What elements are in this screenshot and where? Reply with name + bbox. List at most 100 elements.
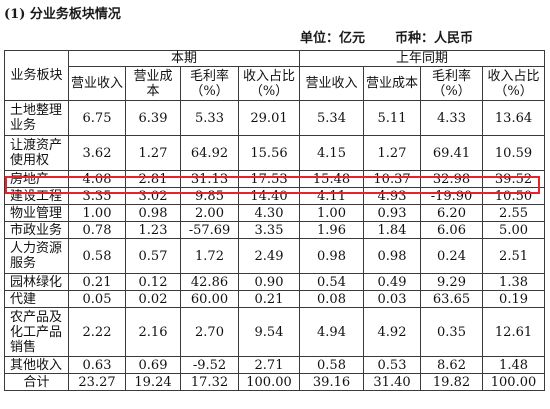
cell: 0.08 (299, 290, 365, 308)
cell: 0.93 (363, 204, 422, 222)
segment-name: 物业管理 (4, 204, 69, 222)
cell: 1.27 (125, 135, 181, 171)
segment-name: 建设工程 (4, 187, 69, 205)
cell: 5.00 (482, 221, 546, 239)
segment-name: 人力资源服务 (4, 238, 69, 274)
cell: 1.96 (299, 221, 365, 239)
cell: 2.55 (482, 204, 546, 222)
col-header-cost: 营业成本 (125, 66, 181, 101)
cell: 0.19 (482, 290, 546, 308)
table-row: 物业管理 1.00 0.98 2.00 4.30 1.00 0.93 6.20 … (4, 204, 546, 222)
cell: 10.50 (482, 187, 546, 205)
cell: 15.48 (299, 170, 365, 188)
cell: 23.27 (68, 373, 126, 391)
col-header-revenue: 营业收入 (299, 66, 365, 101)
cell: 0.24 (420, 238, 484, 274)
cell: 60.00 (180, 290, 239, 308)
col-header-margin: 毛利率（%） (180, 66, 239, 101)
cell: 39.16 (299, 373, 365, 391)
table-row: 园林绿化 0.21 0.12 42.86 0.90 0.54 0.49 9.29… (4, 273, 546, 291)
cell: 6.75 (68, 100, 126, 136)
cell: 0.05 (68, 290, 126, 308)
cell: 4.08 (68, 170, 126, 188)
segment-name: 市政业务 (4, 221, 69, 239)
cell: 13.64 (482, 100, 546, 136)
table-row: 市政业务 0.78 1.23 -57.69 3.35 1.96 1.84 6.0… (4, 221, 546, 239)
cell: 31.13 (180, 170, 239, 188)
cell: 0.54 (299, 273, 365, 291)
cell: 32.98 (420, 170, 484, 188)
cell: 4.92 (363, 307, 422, 357)
cell: 42.86 (180, 273, 239, 291)
cell: 1.00 (299, 204, 365, 222)
segment-name: 其他收入 (4, 356, 69, 374)
cell: 0.58 (299, 356, 365, 374)
cell: 1.27 (363, 135, 422, 171)
cell: 0.98 (299, 238, 365, 274)
cell: 4.33 (420, 100, 484, 136)
cell: -9.52 (180, 356, 239, 374)
segment-name: 让渡资产使用权 (4, 135, 69, 171)
unit-label: 单位：亿元 (300, 31, 366, 46)
cell: 5.11 (363, 100, 422, 136)
cell: 2.22 (68, 307, 126, 357)
cell: 4.11 (299, 187, 365, 205)
cell: 0.12 (125, 273, 181, 291)
cell: 0.57 (125, 238, 181, 274)
cell: 3.62 (68, 135, 126, 171)
cell: 1.38 (482, 273, 546, 291)
cell: 0.21 (237, 290, 301, 308)
section-heading: (1) 分业务板块情况 (4, 7, 121, 22)
cell: 2.71 (237, 356, 301, 374)
cell: -19.90 (420, 187, 484, 205)
cell: 0.58 (68, 238, 126, 274)
cell: 1.84 (363, 221, 422, 239)
unit-line: 单位：亿元 币种：人民币 (300, 27, 540, 46)
cell: 69.41 (420, 135, 484, 171)
col-header-margin: 毛利率（%） (420, 66, 484, 101)
segment-name: 房地产 (4, 170, 69, 188)
table-row: 建设工程 3.35 3.02 9.85 14.40 4.11 4.93 -19.… (4, 187, 546, 205)
cell: 4.15 (299, 135, 365, 171)
cell: 64.92 (180, 135, 239, 171)
cell: 1.48 (482, 356, 546, 374)
cell: 1.23 (125, 221, 181, 239)
cell: 1.72 (180, 238, 239, 274)
table-row: 代建 0.05 0.02 60.00 0.21 0.08 0.03 63.65 … (4, 290, 546, 308)
table-row: 其他收入 0.63 0.69 -9.52 2.71 0.58 0.53 8.62… (4, 356, 546, 374)
cell: 17.32 (180, 373, 239, 391)
cell: 14.40 (237, 187, 301, 205)
cell: 2.81 (125, 170, 181, 188)
cell: 100.00 (237, 373, 301, 391)
cell: 0.35 (420, 307, 484, 357)
segment-name: 合计 (4, 373, 69, 391)
segment-name: 代建 (4, 290, 69, 308)
currency-label: 币种：人民币 (395, 31, 474, 46)
cell: 2.51 (482, 238, 546, 274)
cell: 29.01 (237, 100, 301, 136)
table-row: 人力资源服务 0.58 0.57 1.72 2.49 0.98 0.98 0.2… (4, 238, 546, 274)
cell: 63.65 (420, 290, 484, 308)
col-header-segment: 业务板块 (4, 50, 69, 101)
cell: 9.29 (420, 273, 484, 291)
col-header-share: 收入占比（%） (237, 66, 301, 101)
cell: 15.56 (237, 135, 301, 171)
cell: 6.39 (125, 100, 181, 136)
cell: 5.34 (299, 100, 365, 136)
segment-name: 土地整理业务 (4, 100, 69, 136)
cell: 0.90 (237, 273, 301, 291)
cell: 31.40 (363, 373, 422, 391)
col-header-revenue: 营业收入 (68, 66, 126, 101)
cell: 0.98 (363, 238, 422, 274)
cell: 0.78 (68, 221, 126, 239)
cell: 6.20 (420, 204, 484, 222)
cell: 8.62 (420, 356, 484, 374)
cell: 0.49 (363, 273, 422, 291)
col-header-prior: 上年同期 (299, 50, 546, 67)
cell: 5.33 (180, 100, 239, 136)
cell: 4.94 (299, 307, 365, 357)
cell: 19.82 (420, 373, 484, 391)
cell: 0.03 (363, 290, 422, 308)
cell: 3.02 (125, 187, 181, 205)
table-row: 土地整理业务 6.75 6.39 5.33 29.01 5.34 5.11 4.… (4, 100, 546, 136)
